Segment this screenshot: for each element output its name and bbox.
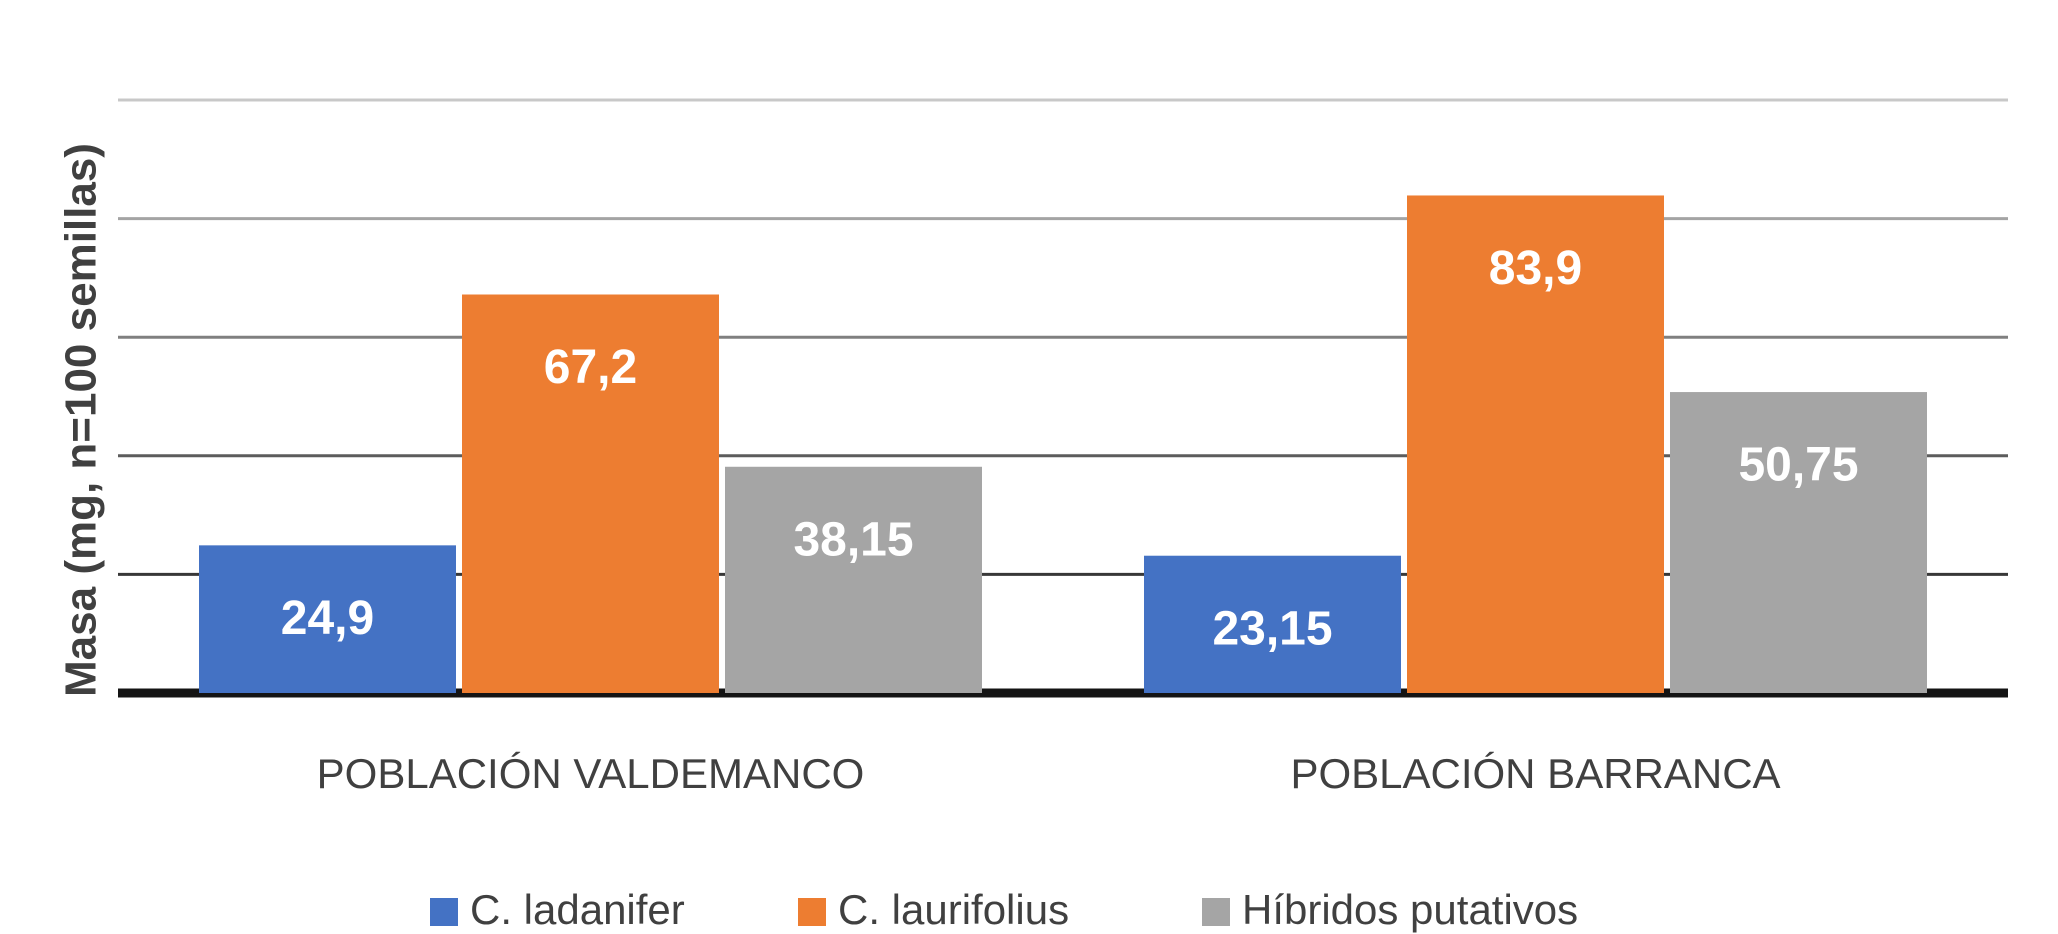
bar	[1670, 392, 1927, 693]
bar	[199, 545, 456, 693]
y-axis-label: Masa (mg, n=100 semillas)	[57, 143, 106, 697]
bar	[725, 466, 982, 693]
legend-label: Híbridos putativos	[1242, 886, 1578, 933]
legend-swatch	[430, 898, 458, 926]
data-label: 23,15	[1212, 602, 1332, 655]
bar	[1144, 555, 1401, 693]
x-tick-label: POBLACIÓN BARRANCA	[1290, 750, 1780, 797]
legend-label: C. laurifolius	[838, 886, 1069, 933]
legend-label: C. ladanifer	[470, 886, 685, 933]
data-label: 67,2	[544, 341, 637, 394]
data-label: 24,9	[281, 592, 374, 645]
legend-swatch	[1202, 898, 1230, 926]
x-tick-label: POBLACIÓN VALDEMANCO	[317, 750, 865, 797]
bar	[462, 294, 719, 693]
legend-swatch	[798, 898, 826, 926]
bar	[1407, 195, 1664, 693]
data-label: 50,75	[1738, 439, 1858, 492]
data-label: 83,9	[1489, 242, 1582, 295]
data-label: 38,15	[793, 513, 913, 566]
